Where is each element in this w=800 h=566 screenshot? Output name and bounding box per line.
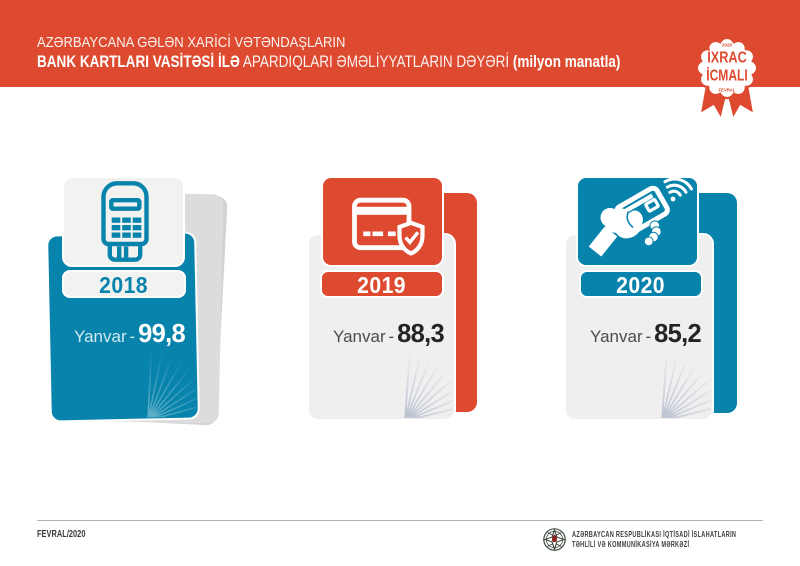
svg-text:İCMALI: İCMALI — [706, 66, 748, 84]
svg-text:İXRAC: İXRAC — [707, 48, 746, 67]
svg-text:FEVRAL: FEVRAL — [719, 88, 736, 93]
svg-text:2020: 2020 — [722, 43, 733, 48]
